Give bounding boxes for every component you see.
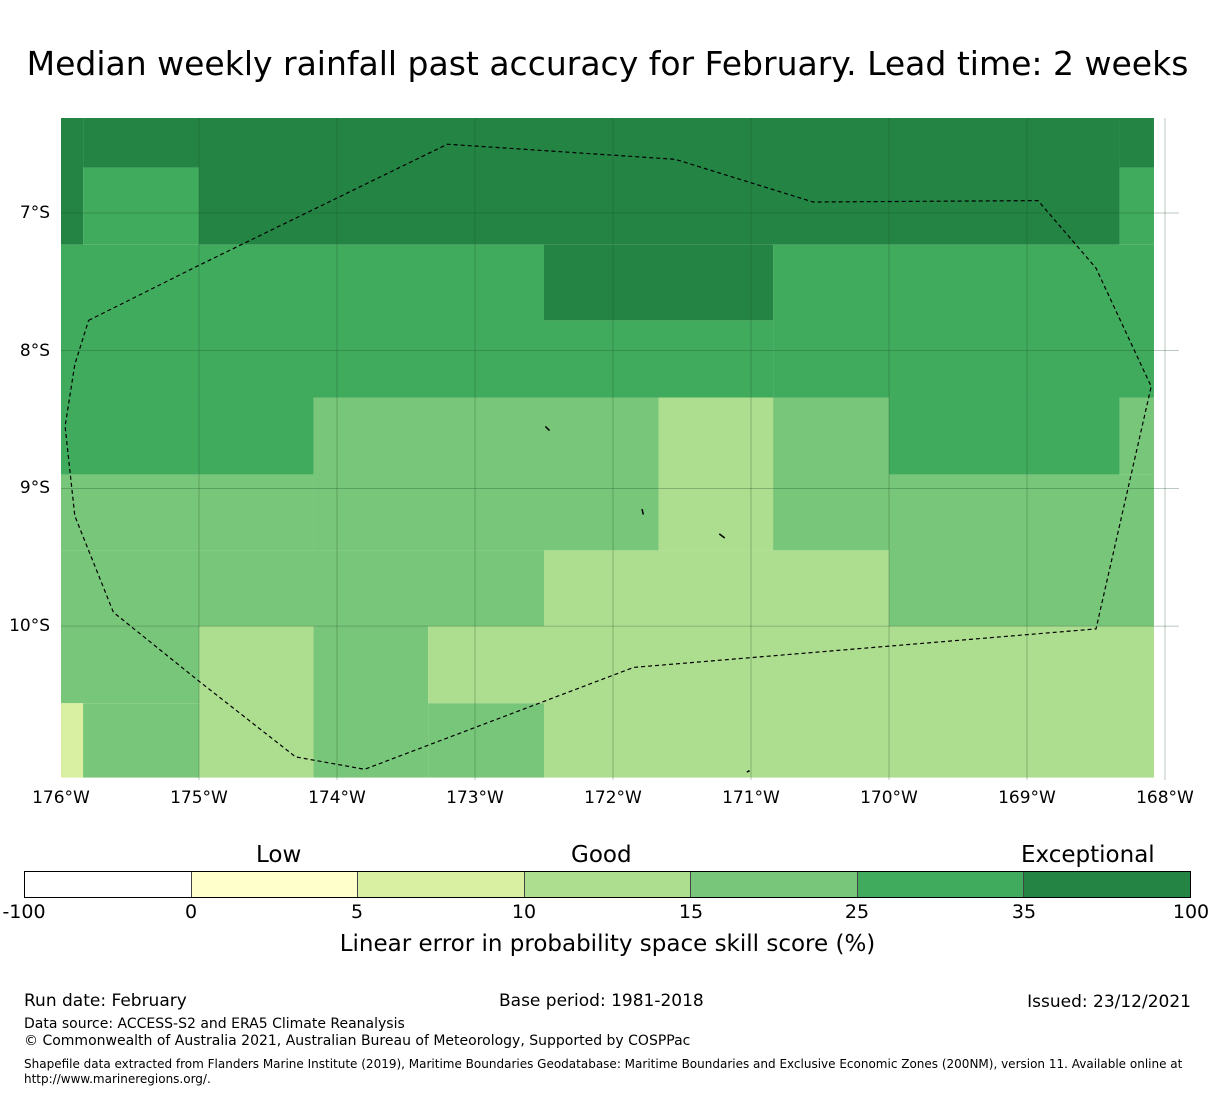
skill-cell (313, 626, 429, 778)
skill-cell (428, 626, 544, 704)
lon-label-173w: 173°W (446, 788, 504, 808)
skill-cell (61, 626, 199, 704)
islands (544, 425, 750, 773)
skill-cell (61, 550, 544, 627)
colorbar-tick: 0 (184, 901, 198, 923)
colorbar-tick: 35 (1011, 901, 1037, 923)
colorbar-tick: 100 (1172, 901, 1210, 923)
skill-cell (544, 626, 1154, 778)
base-period: Base period: 1981-2018 (499, 991, 704, 1011)
skill-cell (658, 550, 774, 627)
skill-cell (658, 397, 774, 551)
colorbar-tick: 5 (350, 901, 364, 923)
skill-cell (83, 118, 199, 168)
colorbar-segment-1 (191, 872, 359, 897)
colorbar-tick: 25 (844, 901, 870, 923)
colorbar-segment-6 (1024, 872, 1191, 897)
category-exceptional: Exceptional (1021, 842, 1155, 868)
skill-cell (428, 703, 544, 778)
island (544, 425, 551, 432)
category-good: Good (571, 842, 632, 868)
skill-cell (83, 703, 199, 778)
skill-cell (1119, 118, 1154, 168)
island (718, 533, 726, 539)
lat-label-9s: 9°S (19, 478, 50, 498)
category-low: Low (256, 842, 302, 868)
lon-label-168w: 168°W (1136, 788, 1194, 808)
colorbar-tick: 10 (511, 901, 537, 923)
lon-label-171w: 171°W (722, 788, 780, 808)
skill-cell (544, 244, 774, 321)
island (641, 508, 645, 515)
colorbar-tick: 15 (678, 901, 704, 923)
skill-cell (544, 320, 774, 398)
lon-label-172w: 172°W (584, 788, 642, 808)
eez-boundary (64, 143, 1152, 770)
lon-label-174w: 174°W (308, 788, 366, 808)
page-title: Median weekly rainfall past accuracy for… (26, 44, 1189, 83)
island (746, 770, 750, 773)
lon-label-175w: 175°W (170, 788, 228, 808)
skill-cell (889, 397, 1120, 475)
skill-cell (1119, 167, 1154, 245)
skill-cell (61, 397, 314, 475)
skill-cell (61, 474, 314, 551)
colorbar (24, 871, 1191, 898)
lat-label-7s: 7°S (19, 203, 50, 223)
skill-grid-cells (61, 118, 1154, 778)
issued-date: Issued: 23/12/2021 (1027, 992, 1191, 1012)
skill-map (61, 118, 1179, 780)
skill-cell (61, 244, 544, 398)
colorbar-label: Linear error in probability space skill … (339, 931, 876, 957)
skill-cell (313, 397, 659, 551)
colorbar-segment-3 (524, 872, 692, 897)
shapefile-credit: Shapefile data extracted from Flanders M… (24, 1057, 1183, 1086)
skill-cell (83, 167, 199, 245)
skill-cell (1119, 397, 1154, 475)
copyright: © Commonwealth of Australia 2021, Austra… (24, 1033, 691, 1049)
skill-cell (889, 474, 1154, 627)
lon-label-169w: 169°W (998, 788, 1056, 808)
graticule (61, 118, 1179, 780)
skill-cell (61, 703, 84, 778)
skill-cell (199, 626, 314, 778)
run-date: Run date: February (24, 991, 187, 1011)
skill-cell (773, 244, 1154, 398)
colorbar-segment-5 (857, 872, 1025, 897)
skill-cell (773, 397, 889, 551)
colorbar-tick: -100 (2, 901, 46, 923)
skill-cell (199, 118, 1120, 245)
colorbar-segment-4 (691, 872, 858, 897)
skill-cell (61, 118, 84, 245)
lat-label-10s: 10°S (9, 616, 50, 636)
colorbar-segment-0 (25, 872, 192, 897)
lat-label-8s: 8°S (19, 341, 50, 361)
colorbar-segment-2 (358, 872, 525, 897)
lon-label-170w: 170°W (860, 788, 918, 808)
data-source: Data source: ACCESS-S2 and ERA5 Climate … (24, 1016, 405, 1032)
lon-label-176w: 176°W (32, 788, 90, 808)
